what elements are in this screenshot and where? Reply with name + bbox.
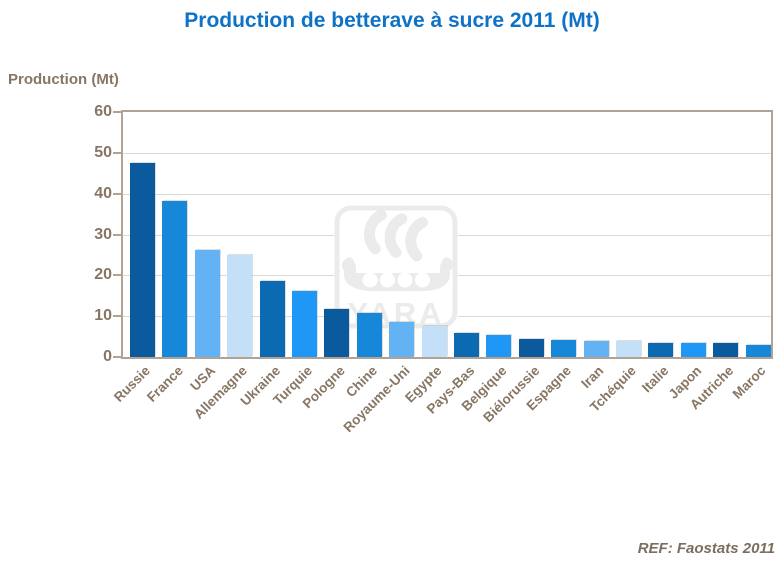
chart-title: Production de betterave à sucre 2011 (Mt… <box>184 9 600 32</box>
bar <box>616 341 641 357</box>
yara-watermark: YARA <box>334 205 458 331</box>
gridline <box>123 193 771 195</box>
bar <box>680 342 706 357</box>
y-tick-label: 0 <box>103 348 112 365</box>
y-tick-label: 50 <box>94 143 112 161</box>
y-tick-label: 20 <box>94 266 112 284</box>
viking-ship-icon: YARA <box>334 205 458 331</box>
bar <box>194 250 220 357</box>
reference-note: REF: Faostats 2011 <box>637 540 775 557</box>
bar <box>421 326 447 357</box>
y-axis-title: Production (Mt) <box>8 71 119 88</box>
bar <box>745 344 771 357</box>
x-axis-label: Maroc <box>729 363 769 402</box>
bar <box>518 338 544 357</box>
y-tick-label: 10 <box>94 307 112 325</box>
y-tick-mark <box>113 233 121 236</box>
x-axis-label: Russie <box>111 363 154 405</box>
bar <box>356 313 382 357</box>
y-tick-label: 30 <box>94 225 112 243</box>
bar <box>130 162 155 357</box>
y-tick-label: 40 <box>94 184 112 202</box>
y-tick-mark <box>113 151 121 154</box>
bar <box>227 254 253 357</box>
bar <box>713 343 739 357</box>
bar <box>486 334 512 357</box>
bar <box>162 201 188 357</box>
bar <box>389 322 415 357</box>
y-tick-mark <box>113 356 121 358</box>
gridline <box>123 152 771 154</box>
bar <box>551 339 577 357</box>
y-tick-mark <box>113 315 121 318</box>
bar <box>292 291 317 357</box>
bar <box>648 342 674 357</box>
y-tick-mark <box>113 274 121 277</box>
bar <box>454 332 479 357</box>
x-axis-label: France <box>143 363 186 405</box>
y-tick-mark <box>113 111 121 113</box>
y-tick-mark <box>113 192 121 195</box>
y-tick-label: 60 <box>94 103 112 120</box>
bar <box>583 340 609 357</box>
plot-area: YARA <box>121 110 773 359</box>
bar <box>324 309 350 357</box>
ship-hull <box>342 257 454 291</box>
bar <box>259 280 285 357</box>
